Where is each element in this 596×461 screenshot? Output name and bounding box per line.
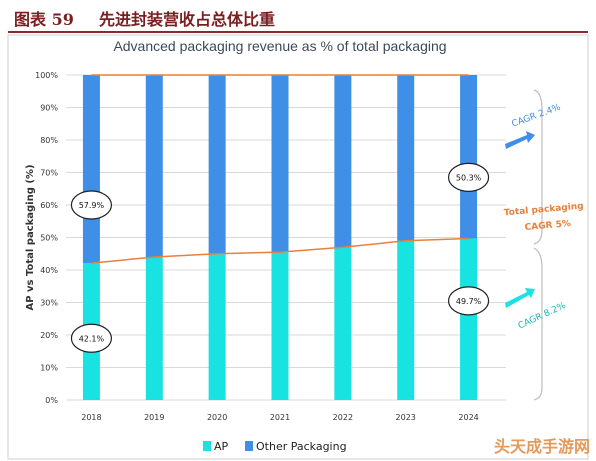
y-tick-label: 40%: [40, 266, 58, 275]
bar-other-2018: [82, 75, 100, 264]
label-2018-other: 57.9%: [79, 201, 105, 210]
bar-other-2020: [208, 75, 226, 254]
figure-header: 图表 59 先进封装营收占总体比重: [0, 0, 596, 34]
x-tick-label: 2024: [458, 413, 478, 422]
watermark: 头天成手游网: [493, 437, 590, 456]
label-2018-ap: 42.1%: [79, 334, 105, 343]
bar-ap-2024: [460, 238, 478, 400]
bar-ap-2021: [271, 252, 289, 400]
y-tick-label: 60%: [40, 201, 58, 210]
bracket-upper: [533, 89, 543, 245]
x-tick-label: 2023: [396, 413, 416, 422]
x-tick-label: 2019: [144, 413, 164, 422]
bar-ap-2023: [397, 240, 415, 400]
legend-swatch-other: [245, 441, 253, 451]
y-tick-label: 50%: [40, 234, 58, 243]
label-2018-ap-ellipse: [70, 323, 113, 353]
label-2024-ap-ellipse: [447, 286, 490, 316]
chart-frame: [7, 34, 589, 460]
cagr-other-label: CAGR 2.4%: [511, 103, 563, 130]
x-tick-label: 2021: [270, 413, 290, 422]
x-tick-label: 2020: [207, 413, 227, 422]
arrow-other-icon: [505, 131, 535, 149]
figure-label: 图表 59: [14, 10, 74, 29]
ap-share-line: [91, 237, 469, 264]
figure-divider: [8, 31, 588, 33]
label-2024-other-ellipse: [447, 162, 490, 192]
y-axis-label: AP vs Total packaging (%): [25, 164, 36, 310]
y-tick-label: 70%: [40, 169, 58, 178]
y-tick-label: 80%: [40, 136, 58, 145]
chart-title: Advanced packaging revenue as % of total…: [113, 38, 447, 54]
cagr-total-line2: CAGR 5%: [524, 219, 571, 233]
cagr-total-line1: Total packaging: [504, 202, 585, 219]
arrow-ap-icon: [505, 288, 535, 308]
legend-label-ap: AP: [214, 440, 229, 453]
y-tick-label: 20%: [40, 331, 58, 340]
bracket-lower: [533, 247, 543, 401]
legend-label-other: Other Packaging: [256, 440, 347, 453]
figure-caption: 先进封装营收占总体比重: [99, 10, 276, 29]
bar-other-2023: [397, 75, 415, 241]
bar-ap-2020: [208, 253, 226, 400]
bar-other-2024: [460, 75, 478, 239]
y-tick-label: 100%: [35, 71, 58, 80]
label-2018-other-ellipse: [70, 190, 113, 220]
label-2024-other: 50.3%: [456, 173, 482, 182]
bar-ap-2022: [334, 247, 352, 400]
y-tick-label: 0%: [45, 396, 58, 405]
bar-other-2022: [334, 75, 352, 248]
figure-title: 图表 59 先进封装营收占总体比重: [14, 6, 275, 30]
bar-other-2021: [271, 75, 289, 253]
y-tick-label: 10%: [40, 364, 58, 373]
label-2024-ap: 49.7%: [456, 297, 482, 306]
x-tick-label: 2018: [81, 413, 101, 422]
bar-other-2019: [145, 75, 163, 257]
y-tick-label: 30%: [40, 299, 58, 308]
bar-ap-2019: [145, 257, 163, 400]
legend-swatch-ap: [203, 441, 211, 451]
y-tick-label: 90%: [40, 104, 58, 113]
x-tick-label: 2022: [333, 413, 353, 422]
